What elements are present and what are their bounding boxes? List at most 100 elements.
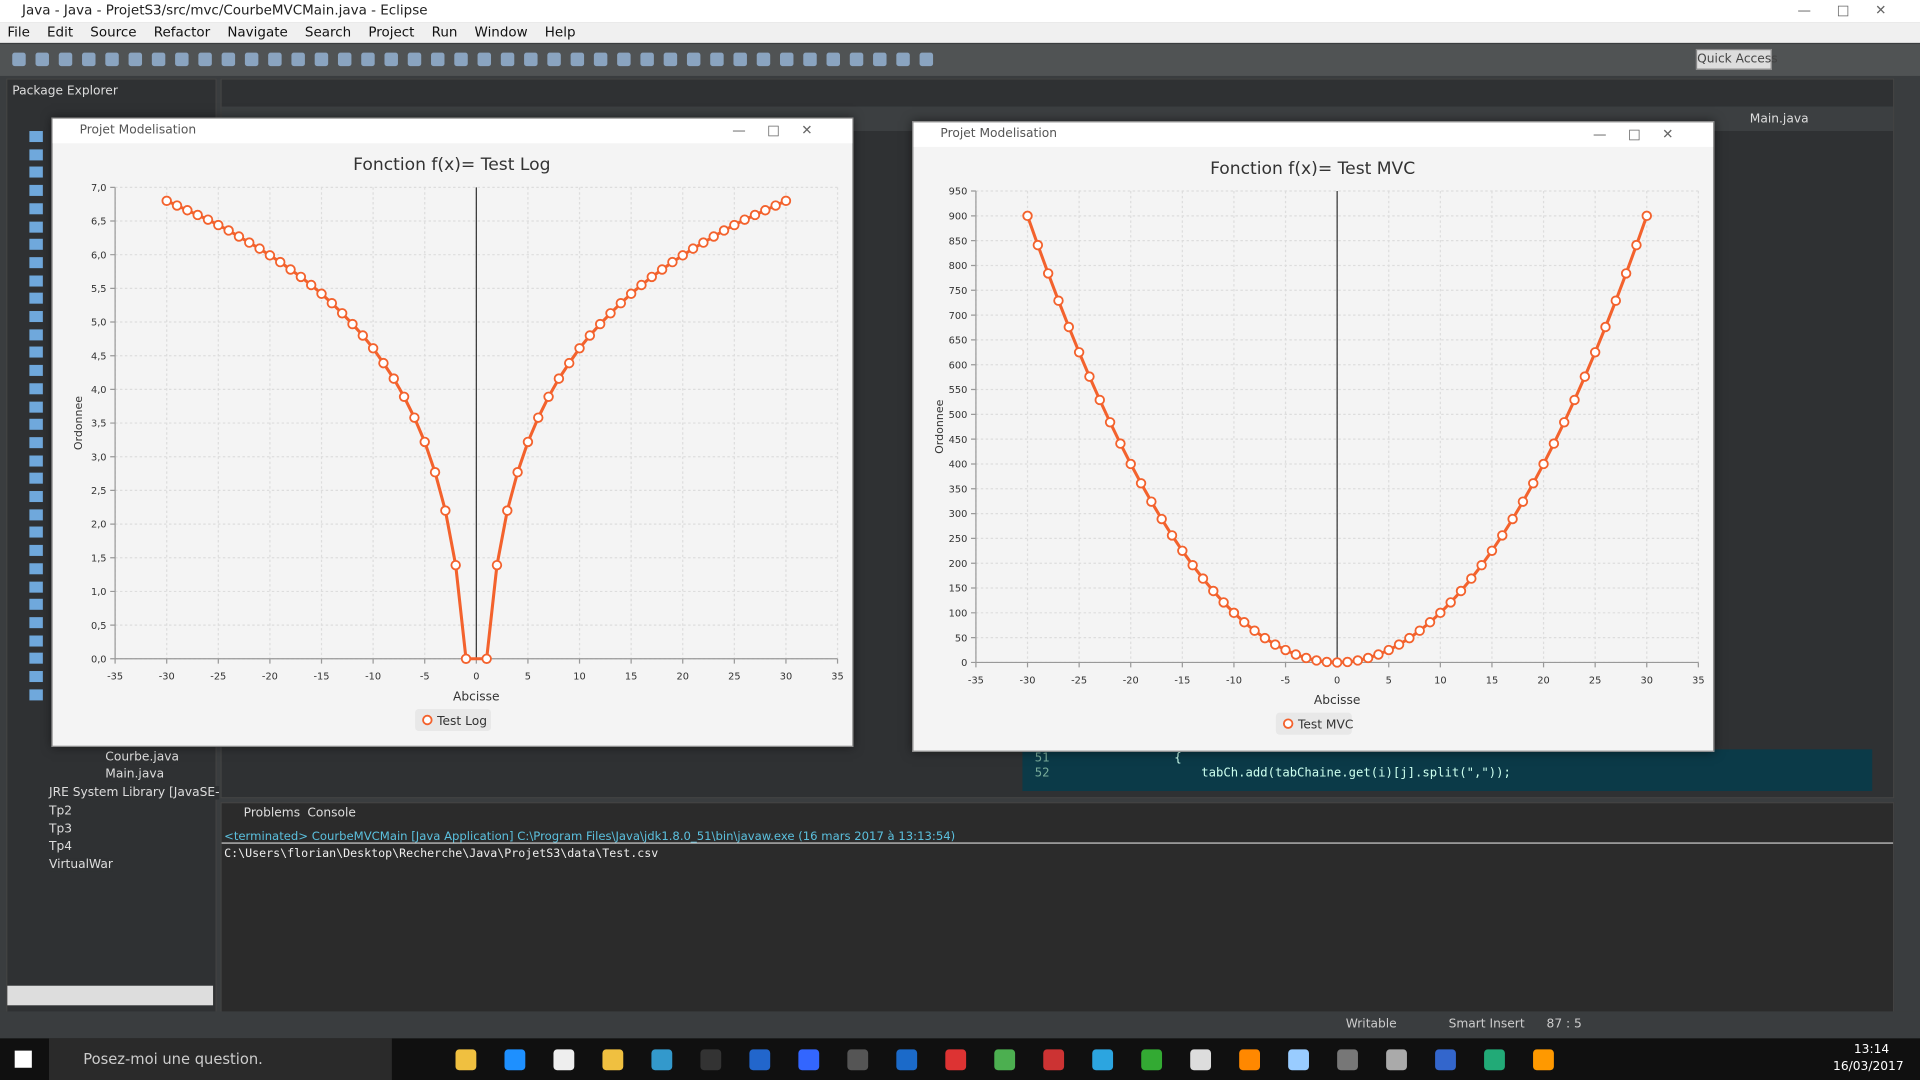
- toolbar-icon[interactable]: [849, 52, 864, 67]
- menu-item[interactable]: Refactor: [153, 24, 211, 41]
- toolbar-icon[interactable]: [710, 52, 724, 67]
- toolbar-icon[interactable]: [244, 52, 259, 67]
- taskbar-icon[interactable]: [1239, 1049, 1260, 1071]
- menu-item[interactable]: File: [7, 24, 30, 41]
- taskbar-icon[interactable]: [651, 1049, 673, 1071]
- toolbar-icon[interactable]: [873, 52, 887, 67]
- toolbar-icon[interactable]: [291, 52, 305, 67]
- toolbar-icon[interactable]: [477, 52, 492, 67]
- menu-item[interactable]: Navigate: [227, 24, 288, 41]
- toolbar-icon[interactable]: [407, 52, 422, 67]
- explorer-tab[interactable]: Package Explorer: [12, 84, 118, 98]
- toolbar-icon[interactable]: [82, 52, 96, 67]
- toolbar-icon[interactable]: [151, 52, 166, 67]
- toolbar-icon[interactable]: [524, 52, 538, 67]
- toolbar-icon[interactable]: [780, 52, 794, 67]
- taskbar-icon[interactable]: [798, 1049, 820, 1071]
- toolbar-icon[interactable]: [570, 52, 585, 67]
- tree-item[interactable]: Tp2: [48, 804, 73, 818]
- tree-item[interactable]: Tp4: [48, 840, 73, 854]
- editor-tab[interactable]: Main.java: [1749, 112, 1809, 127]
- toolbar-icon[interactable]: [314, 52, 329, 67]
- toolbar-icon[interactable]: [733, 52, 747, 67]
- toolbar-icon[interactable]: [128, 52, 143, 67]
- toolbar-icon[interactable]: [384, 52, 398, 67]
- toolbar-icon[interactable]: [58, 52, 73, 67]
- toolbar-icon[interactable]: [896, 52, 910, 67]
- taskbar-icon[interactable]: [455, 1049, 477, 1071]
- toolbar-icon[interactable]: [686, 52, 701, 67]
- toolbar-icon[interactable]: [361, 52, 375, 67]
- toolbar-icon[interactable]: [337, 52, 352, 67]
- toolbar-icon[interactable]: [431, 52, 445, 67]
- taskbar-icon[interactable]: [1484, 1049, 1505, 1071]
- taskbar-icon[interactable]: [1435, 1049, 1456, 1071]
- toolbar-icon[interactable]: [268, 52, 282, 67]
- window-controls[interactable]: — □ ✕: [1797, 2, 1887, 19]
- search-box[interactable]: [48, 1038, 392, 1080]
- toolbar-icon[interactable]: [826, 52, 840, 67]
- y-axis-label: Ordonnee: [933, 399, 946, 453]
- toolbar-icon[interactable]: [105, 52, 119, 67]
- menu-item[interactable]: Search: [304, 24, 352, 41]
- taskbar-icon[interactable]: [1043, 1049, 1065, 1071]
- start-button[interactable]: [14, 1050, 32, 1068]
- menu-item[interactable]: Source: [90, 24, 137, 41]
- taskbar-icon[interactable]: [847, 1049, 869, 1071]
- taskbar-icon[interactable]: [1190, 1049, 1212, 1071]
- menu-item[interactable]: Edit: [47, 24, 74, 41]
- taskbar-icon[interactable]: [1141, 1049, 1163, 1071]
- tree-item[interactable]: Tp3: [48, 822, 73, 837]
- taskbar-icon[interactable]: [1337, 1049, 1358, 1071]
- toolbar-icon[interactable]: [663, 52, 678, 67]
- scrollbar[interactable]: [7, 985, 214, 1006]
- clock-time: 13:14: [1853, 1043, 1890, 1057]
- toolbar-icon[interactable]: [756, 52, 771, 67]
- toolbar-icon[interactable]: [547, 52, 561, 67]
- toolbar-icon[interactable]: [198, 52, 212, 67]
- menu-item[interactable]: Run: [431, 24, 458, 41]
- quick-access[interactable]: Quick Access: [1695, 48, 1778, 70]
- console-tab[interactable]: Console: [307, 806, 356, 821]
- toolbar-icon[interactable]: [640, 52, 654, 67]
- toolbar-icon[interactable]: [35, 52, 49, 67]
- taskbar-icon[interactable]: [553, 1049, 575, 1071]
- y-tick-label: 5,5: [91, 284, 107, 295]
- data-point: [1373, 649, 1384, 660]
- toolbar-icon[interactable]: [803, 52, 817, 67]
- toolbar-icon[interactable]: [500, 52, 515, 67]
- menu-item[interactable]: Project: [368, 24, 415, 41]
- toolbar-icon[interactable]: [12, 52, 26, 67]
- window-controls[interactable]: — □ ✕: [1593, 126, 1674, 143]
- toolbar-icon[interactable]: [221, 52, 236, 67]
- tree-item[interactable]: VirtualWar: [48, 858, 113, 872]
- taskbar-icon[interactable]: [945, 1049, 967, 1071]
- toolbar-icon[interactable]: [175, 52, 189, 67]
- taskbar-icon[interactable]: [1092, 1049, 1114, 1071]
- taskbar-icon[interactable]: [602, 1049, 624, 1071]
- taskbar-icon[interactable]: [749, 1049, 771, 1071]
- data-point: [429, 467, 441, 478]
- taskbar-icon[interactable]: [504, 1049, 526, 1071]
- toolbar-icon[interactable]: [454, 52, 468, 67]
- taskbar-icon[interactable]: [700, 1049, 722, 1071]
- data-point: [1435, 607, 1446, 619]
- taskbar-icon[interactable]: [994, 1049, 1016, 1071]
- console-tab[interactable]: Problems: [243, 806, 301, 821]
- toolbar-icon[interactable]: [617, 52, 631, 67]
- tree-item[interactable]: Courbe.java: [105, 750, 180, 765]
- y-tick-label: 250: [949, 534, 968, 545]
- menu-item[interactable]: Help: [544, 24, 576, 41]
- window-controls[interactable]: — □ ✕: [732, 122, 813, 139]
- tree-icon: [29, 491, 43, 503]
- taskbar-icon[interactable]: [1386, 1049, 1407, 1071]
- tree-item[interactable]: Main.java: [105, 767, 165, 782]
- tree-item[interactable]: JRE System Library [JavaSE-: [48, 786, 220, 800]
- toolbar-icon[interactable]: [593, 52, 608, 67]
- taskbar-icon[interactable]: [1533, 1049, 1554, 1071]
- taskbar-icon[interactable]: [896, 1049, 918, 1071]
- taskbar-icon[interactable]: [1288, 1049, 1309, 1071]
- menu-item[interactable]: Window: [474, 24, 528, 41]
- toolbar-icon[interactable]: [919, 52, 934, 67]
- tree-icon: [29, 185, 43, 197]
